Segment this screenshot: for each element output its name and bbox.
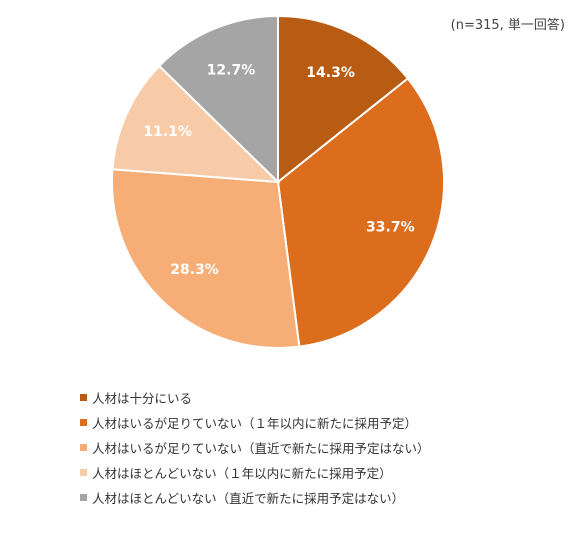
slice-data-label: 11.1% xyxy=(143,124,192,140)
legend-swatch xyxy=(80,419,87,426)
pie-slice xyxy=(111,64,281,184)
pie-slice xyxy=(157,14,279,185)
pie-slice xyxy=(111,168,301,349)
legend-item: 人材はほとんどいない（１年以内に新たに採用予定） xyxy=(80,460,430,485)
legend: 人材は十分にいる 人材はいるが足りていない（１年以内に新たに採用予定） 人材はい… xyxy=(80,385,430,510)
legend-swatch xyxy=(80,494,87,501)
pie-slice xyxy=(276,77,445,348)
legend-label: 人材は十分にいる xyxy=(92,391,193,406)
slice-data-label: 14.3% xyxy=(306,65,355,81)
legend-label: 人材はほとんどいない（１年以内に新たに採用予定） xyxy=(92,466,392,481)
legend-item: 人材は十分にいる xyxy=(80,385,430,410)
legend-label: 人材はいるが足りていない（１年以内に新たに採用予定） xyxy=(92,416,418,431)
pie-slice xyxy=(277,14,410,185)
sample-note: (n=315, 単一回答) xyxy=(450,18,565,33)
legend-item: 人材はいるが足りていない（直近で新たに採用予定はない） xyxy=(80,435,430,460)
legend-swatch xyxy=(80,394,87,401)
legend-swatch xyxy=(80,469,87,476)
legend-label: 人材はいるが足りていない（直近で新たに採用予定はない） xyxy=(92,441,430,456)
legend-item: 人材はほとんどいない（直近で新たに採用予定はない） xyxy=(80,485,430,510)
legend-label: 人材はほとんどいない（直近で新たに採用予定はない） xyxy=(92,491,405,506)
legend-swatch xyxy=(80,444,87,451)
legend-item: 人材はいるが足りていない（１年以内に新たに採用予定） xyxy=(80,410,430,435)
slice-data-label: 12.7% xyxy=(207,62,256,78)
slice-data-label: 33.7% xyxy=(366,219,415,235)
pie-chart: 14.3% 33.7% 28.3% 11.1% 12.7% xyxy=(111,14,445,349)
slice-data-label: 28.3% xyxy=(170,262,219,278)
